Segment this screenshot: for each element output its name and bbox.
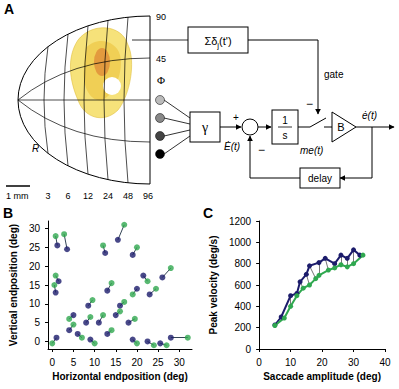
svg-text:10: 10 [29,298,41,309]
svg-text:Ė(t): Ė(t) [224,141,240,152]
svg-text:s: s [283,130,288,141]
svg-text:600: 600 [234,280,251,291]
svg-text:ė(t): ė(t) [362,110,377,121]
svg-text:15: 15 [110,357,122,368]
svg-text:+: + [233,112,239,123]
svg-text:1200: 1200 [229,216,252,227]
svg-text:0: 0 [246,344,252,355]
svg-text:90: 90 [156,12,166,22]
svg-text:gate: gate [324,69,344,80]
svg-text:−: − [258,143,265,157]
svg-text:45: 45 [156,54,166,64]
svg-text:200: 200 [234,322,251,333]
svg-text:1 mm: 1 mm [6,191,29,201]
svg-text:400: 400 [234,301,251,312]
svg-text:800: 800 [234,258,251,269]
svg-text:15: 15 [29,280,41,291]
svg-text:5: 5 [71,357,77,368]
svg-text:6: 6 [65,191,70,201]
svg-text:30: 30 [348,357,360,368]
svg-text:A: A [4,1,14,17]
svg-text:20: 20 [29,261,41,272]
svg-text:20: 20 [317,357,329,368]
svg-text:30: 30 [174,357,186,368]
svg-text:delay: delay [308,173,332,184]
svg-text:12: 12 [83,191,93,201]
svg-text:Σδj(t'): Σδj(t') [204,35,231,50]
svg-text:25: 25 [153,357,165,368]
svg-text:10: 10 [285,357,297,368]
svg-text:me(t): me(t) [300,145,323,156]
svg-text:0: 0 [34,336,40,347]
svg-text:Horizontal endposition (deg): Horizontal endposition (deg) [52,371,188,382]
svg-text:30: 30 [29,223,41,234]
svg-text:Φ: Φ [157,74,165,86]
svg-text:γ: γ [201,120,208,135]
svg-text:96: 96 [143,191,153,201]
svg-text:5: 5 [34,317,40,328]
svg-text:Saccade amplitude (deg): Saccade amplitude (deg) [263,371,381,382]
svg-text:48: 48 [123,191,133,201]
svg-text:24: 24 [103,191,113,201]
svg-text:25: 25 [29,242,41,253]
svg-text:20: 20 [131,357,143,368]
svg-text:3: 3 [45,191,50,201]
svg-text:B: B [3,205,13,221]
svg-text:Peak velocity (deg/s): Peak velocity (deg/s) [208,236,219,335]
svg-text:B: B [337,121,344,133]
svg-text:1000: 1000 [229,237,252,248]
svg-text:−: − [306,97,313,111]
svg-text:10: 10 [89,357,101,368]
svg-text:40: 40 [379,357,391,368]
svg-text:1: 1 [282,115,288,126]
svg-text:R: R [32,143,39,154]
svg-text:0: 0 [256,357,262,368]
svg-text:Vertical endposition (deg): Vertical endposition (deg) [8,224,19,346]
svg-text:C: C [203,205,213,221]
svg-text:0: 0 [49,357,55,368]
